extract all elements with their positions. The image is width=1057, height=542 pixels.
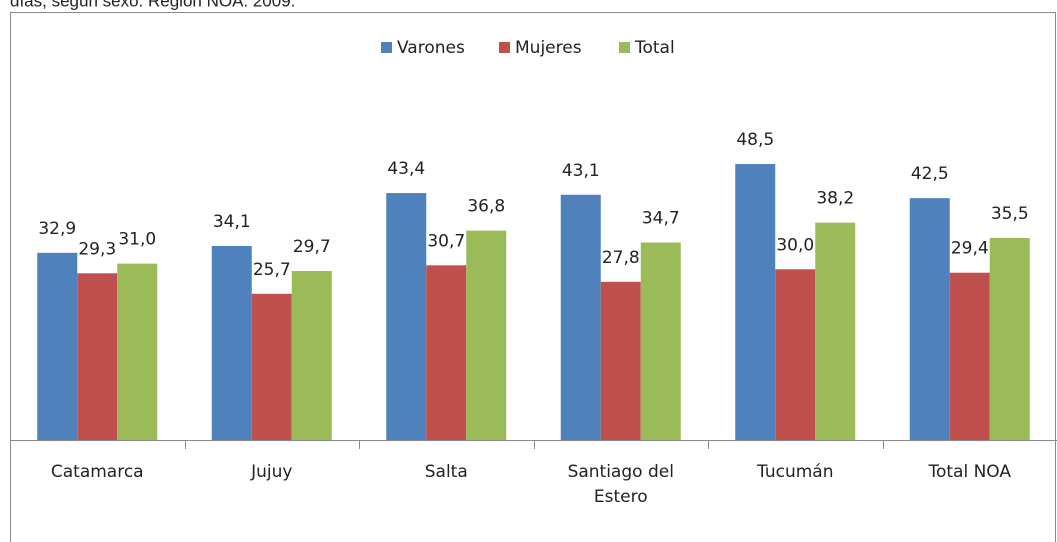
legend-label: Varones <box>397 38 465 58</box>
x-tick-label-box: Total NOA <box>928 462 1012 482</box>
bar <box>949 272 990 440</box>
x-tick-label-box: Salta <box>424 462 468 482</box>
value-label: 25,7 <box>253 260 291 280</box>
bar <box>640 242 681 440</box>
x-tick-label-box: Jujuy <box>251 462 293 482</box>
bar <box>251 293 292 440</box>
legend-label: Mujeres <box>515 38 582 58</box>
bar <box>600 281 641 440</box>
value-label: 43,4 <box>387 159 425 179</box>
value-label: 36,8 <box>467 197 505 217</box>
bar <box>560 194 601 440</box>
bar <box>989 238 1030 440</box>
value-label: 34,1 <box>213 212 251 232</box>
value-label: 29,3 <box>78 239 116 259</box>
bar <box>291 271 332 440</box>
bar <box>77 273 118 440</box>
chart-title: días, según sexo. Región NOA. 2009. <box>10 0 295 10</box>
value-label: 30,0 <box>776 235 814 255</box>
legend-swatch <box>499 42 510 53</box>
legend-swatch <box>619 42 630 53</box>
x-tick-label-box: Santiago del Estero <box>567 462 674 507</box>
bar <box>37 252 78 440</box>
value-label: 34,7 <box>642 209 680 229</box>
bar <box>386 193 427 440</box>
value-label: 29,7 <box>293 237 331 257</box>
x-tick-label: Santiago del Estero <box>567 462 674 507</box>
value-label: 43,1 <box>562 161 600 181</box>
bar <box>117 263 158 440</box>
legend-swatch <box>381 42 392 53</box>
value-label: 29,4 <box>951 239 989 259</box>
value-label: 32,9 <box>38 219 76 239</box>
value-label: 35,5 <box>991 204 1029 224</box>
x-tick-label: Jujuy <box>251 462 293 482</box>
value-label: 42,5 <box>911 164 949 184</box>
x-tick-label-box: Catamarca <box>50 462 144 482</box>
value-label: 31,0 <box>118 230 156 250</box>
bar <box>815 222 856 440</box>
bar <box>426 265 467 440</box>
bar <box>211 245 252 440</box>
bar <box>735 164 776 440</box>
value-label: 27,8 <box>602 248 640 268</box>
x-tick-label: Salta <box>424 462 468 482</box>
legend-label: Total <box>634 38 675 58</box>
x-tick-label: Catamarca <box>50 462 144 482</box>
x-tick-label: Tucumán <box>757 462 834 482</box>
x-tick-label: Total NOA <box>928 462 1012 482</box>
bar <box>909 198 950 440</box>
bar <box>775 269 816 440</box>
bar <box>466 230 507 440</box>
x-tick-label-box: Tucumán <box>757 462 834 482</box>
value-label: 48,5 <box>736 130 774 150</box>
value-label: 38,2 <box>816 189 854 209</box>
value-label: 30,7 <box>427 231 465 251</box>
chart-frame <box>10 12 1056 542</box>
